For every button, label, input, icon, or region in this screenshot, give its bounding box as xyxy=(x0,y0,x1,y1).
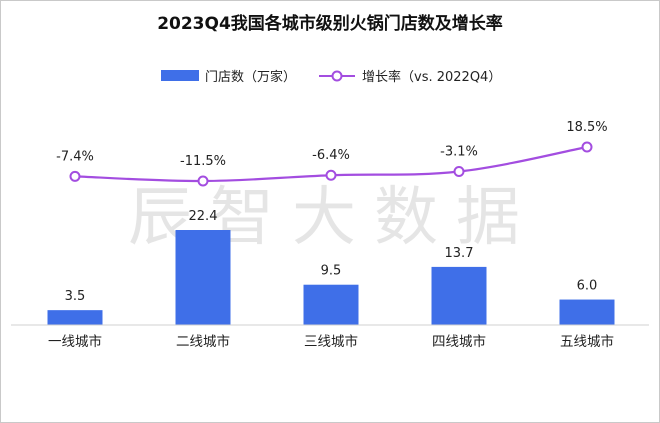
line-series: -7.4% -11.5% -6.4% -3.1% 18.5% xyxy=(56,120,608,187)
bar-value-label-2: 22.4 xyxy=(189,209,218,224)
bar-value-label-4: 13.7 xyxy=(445,246,474,261)
bar-value-label-3: 9.5 xyxy=(321,264,342,279)
bar-value-label-5: 6.0 xyxy=(577,279,598,294)
x-tick-label-1: 一线城市 xyxy=(48,333,102,350)
legend-line-label: 增长率（vs. 2022Q4） xyxy=(362,69,501,85)
x-tick-label-2: 二线城市 xyxy=(176,333,230,350)
bar-value-label-1: 3.5 xyxy=(65,289,86,304)
line-value-label-1: -7.4% xyxy=(56,149,94,164)
bar-1 xyxy=(47,310,103,325)
chart-title: 2023Q4我国各城市级别火锅门店数及增长率 xyxy=(157,13,503,34)
line-value-label-2: -11.5% xyxy=(180,154,226,169)
bar-4 xyxy=(431,266,487,325)
line-value-label-4: -3.1% xyxy=(440,144,478,159)
legend-bar-label: 门店数（万家） xyxy=(205,69,296,85)
bar-series: 3.5 22.4 9.5 13.7 6.0 xyxy=(47,209,615,325)
line-value-label-3: -6.4% xyxy=(312,148,350,163)
bar-3 xyxy=(303,284,359,325)
x-tick-label-3: 三线城市 xyxy=(304,333,358,350)
legend-bar-swatch xyxy=(161,70,199,81)
x-tick-label-4: 四线城市 xyxy=(432,333,486,350)
line-point-2 xyxy=(197,175,209,187)
legend-line-marker xyxy=(331,70,343,82)
x-axis-labels: 一线城市 二线城市 三线城市 四线城市 五线城市 xyxy=(48,333,614,350)
legend: 门店数（万家） 增长率（vs. 2022Q4） xyxy=(161,69,501,85)
line-point-3 xyxy=(325,169,337,181)
line-point-5 xyxy=(581,141,593,153)
x-tick-label-5: 五线城市 xyxy=(560,333,614,350)
line-value-label-5: 18.5% xyxy=(566,120,607,135)
bar-2 xyxy=(175,230,231,325)
line-point-4 xyxy=(453,165,465,177)
line-point-1 xyxy=(69,170,81,182)
bar-5 xyxy=(559,299,615,325)
